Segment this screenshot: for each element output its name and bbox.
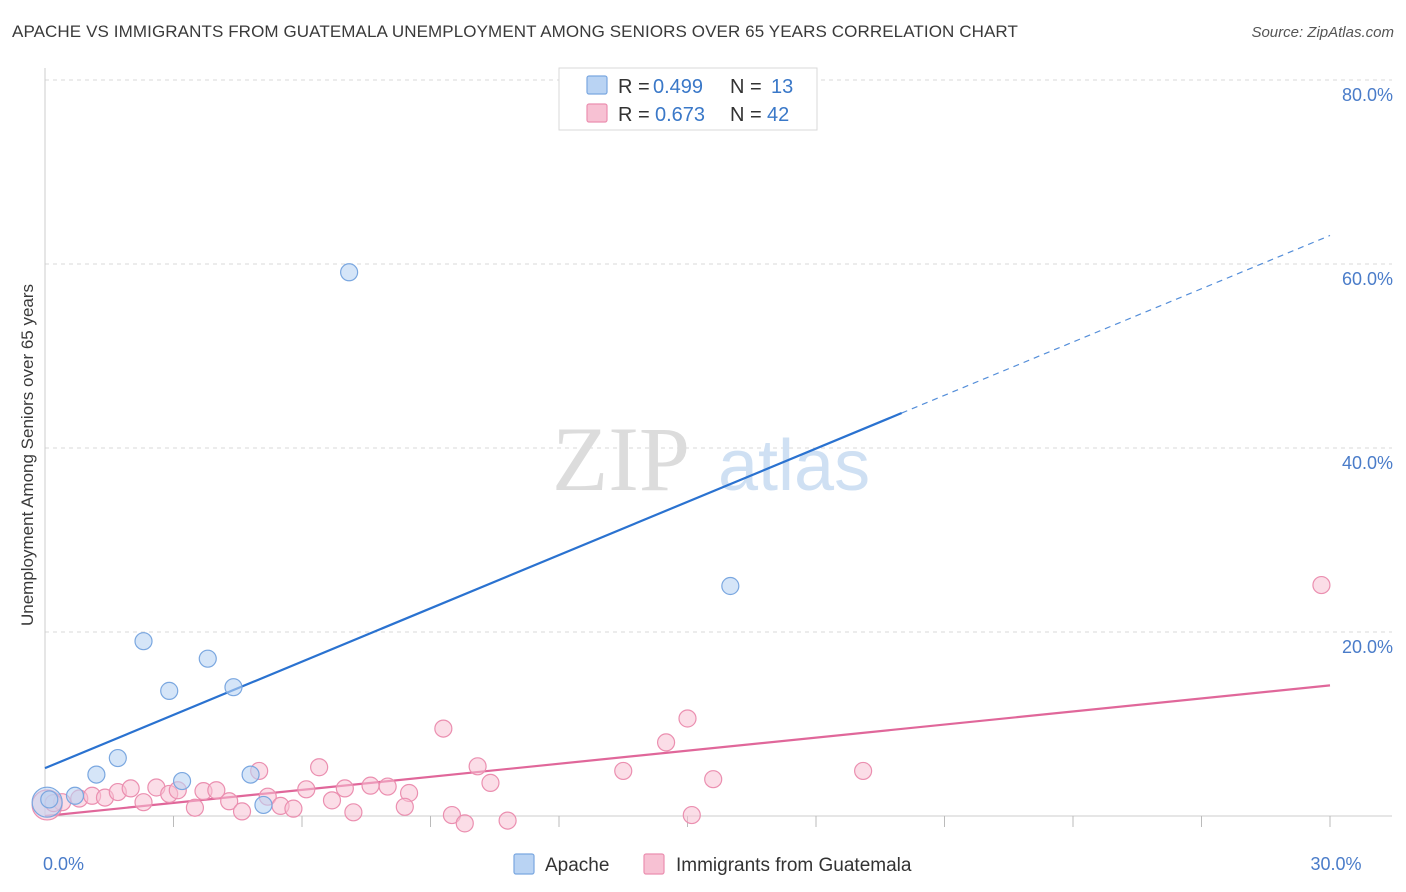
grid-lines xyxy=(45,79,1392,633)
watermark-atlas: atlas xyxy=(718,426,870,506)
apache-trend-line xyxy=(44,412,903,770)
guatemala-point-6 xyxy=(134,793,153,812)
trend-lines xyxy=(44,234,1331,818)
guatemala-point-29 xyxy=(442,805,462,825)
guatemala-point-27 xyxy=(395,797,414,816)
guatemala-point-5 xyxy=(121,779,140,798)
guatemala-point-19 xyxy=(297,780,316,799)
guatemala-point-25 xyxy=(378,777,397,796)
y-tick-label-60: 60.0% xyxy=(1342,269,1393,289)
apache-points xyxy=(31,263,740,818)
guatemala-point-23 xyxy=(344,803,363,822)
guatemala-point-31 xyxy=(468,757,487,776)
apache-point-11 xyxy=(340,263,359,282)
bottom-legend-swatch-apache xyxy=(513,853,535,875)
guatemala-point-18 xyxy=(284,799,303,818)
guatemala-point-37 xyxy=(704,770,723,789)
y-tick-label-40: 40.0% xyxy=(1342,453,1393,473)
guatemala-point-32 xyxy=(481,773,500,792)
apache-point-2 xyxy=(87,765,106,784)
guatemala-point-36 xyxy=(678,709,697,728)
legend-apache-r-label: R = xyxy=(618,76,650,98)
guatemala-point-14 xyxy=(232,802,252,821)
guatemala-point-34 xyxy=(614,761,633,781)
apache-point-8 xyxy=(224,678,243,697)
guatemala-point-33 xyxy=(498,811,517,830)
guatemala-trend-line xyxy=(44,684,1331,818)
bottom-legend-guatemala: Immigrants from Guatemala xyxy=(676,855,912,876)
y-axis-label: Unemployment Among Seniors over 65 years xyxy=(18,284,37,626)
apache-point-12 xyxy=(721,576,740,596)
legend-apache-n-value: 13 xyxy=(771,76,793,98)
y-tick-label-80: 80.0% xyxy=(1342,85,1393,105)
guatemala-point-39 xyxy=(854,761,873,781)
legend-guatemala-r-value: 0.673 xyxy=(655,104,705,126)
apache-point-9 xyxy=(241,765,260,784)
guatemala-point-12 xyxy=(207,781,226,800)
guatemala-point-38 xyxy=(682,805,701,825)
guatemala-point-22 xyxy=(335,779,354,798)
y-tick-labels: 20.0% 40.0% 60.0% 80.0% xyxy=(1342,85,1393,657)
legend-guatemala-n-value: 42 xyxy=(767,104,789,126)
axes xyxy=(44,68,1392,817)
guatemala-point-21 xyxy=(322,791,342,810)
source-credit: Source: ZipAtlas.com xyxy=(1251,24,1394,41)
y-tick-label-20: 20.0% xyxy=(1342,637,1393,657)
apache-trend-extension xyxy=(901,234,1331,414)
apache-point-5 xyxy=(160,681,179,700)
legend-swatch-guatemala xyxy=(586,103,608,123)
guatemala-point-28 xyxy=(434,719,453,738)
guatemala-point-30 xyxy=(455,814,474,833)
guatemala-point-20 xyxy=(310,758,329,777)
legend-swatch-apache xyxy=(586,75,608,95)
apache-point-4 xyxy=(134,632,153,651)
guatemala-point-35 xyxy=(656,733,676,752)
guatemala-point-40 xyxy=(1312,575,1331,595)
guatemala-point-24 xyxy=(361,776,380,795)
watermark-zip: ZIP xyxy=(552,408,690,510)
legend-guatemala-n-label: N = xyxy=(730,104,762,126)
bottom-legend-swatch-guatemala xyxy=(643,853,665,875)
bottom-legend: Apache Immigrants from Guatemala xyxy=(513,853,912,876)
watermark: ZIP atlas xyxy=(552,408,870,510)
legend-apache-n-label: N = xyxy=(730,76,762,98)
x-tick-label-0: 0.0% xyxy=(43,854,84,874)
bottom-legend-apache: Apache xyxy=(545,855,609,876)
legend-guatemala-r-label: R = xyxy=(618,104,650,126)
apache-point-7 xyxy=(198,649,217,668)
legend-apache-r-value: 0.499 xyxy=(653,76,703,98)
guatemala-point-13 xyxy=(220,792,239,811)
apache-point-1 xyxy=(65,786,85,805)
apache-point-10 xyxy=(254,795,273,815)
x-tick-label-1: 30.0% xyxy=(1310,854,1361,874)
apache-point-3 xyxy=(108,748,127,768)
apache-point-6 xyxy=(172,771,192,791)
apache-point-0 xyxy=(40,790,59,809)
legend: R = 0.499 N = 13 R = 0.673 N = 42 xyxy=(558,67,818,131)
guatemala-point-10 xyxy=(185,798,205,817)
chart-title: APACHE VS IMMIGRANTS FROM GUATEMALA UNEM… xyxy=(12,22,1018,41)
